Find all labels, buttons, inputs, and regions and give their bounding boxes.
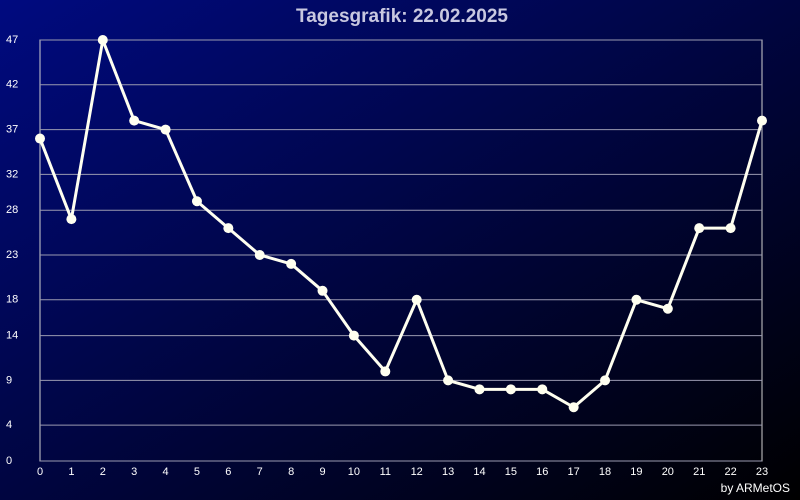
point — [380, 366, 391, 377]
x-tick-label: 16 — [536, 466, 548, 478]
x-tick-label: 11 — [380, 466, 391, 478]
x-tick-label: 5 — [194, 466, 200, 478]
x-tick-label: 21 — [693, 466, 705, 478]
point — [537, 384, 548, 395]
point — [348, 330, 359, 341]
x-tick-label: 6 — [225, 466, 231, 478]
point — [757, 115, 767, 126]
point — [568, 402, 579, 413]
x-tick-label: 7 — [257, 466, 263, 478]
y-tick-label: 23 — [6, 249, 18, 261]
point — [662, 303, 673, 314]
point — [129, 115, 140, 126]
x-tick-label: 22 — [724, 466, 736, 478]
point — [474, 384, 485, 395]
x-tick-label: 1 — [68, 466, 74, 478]
x-tick-label: 23 — [756, 466, 768, 478]
x-tick-label: 0 — [37, 466, 43, 478]
x-tick-label: 9 — [319, 466, 325, 478]
x-tick-label: 8 — [288, 466, 294, 478]
point — [97, 35, 108, 45]
point — [411, 294, 422, 305]
x-tick-label: 3 — [131, 466, 137, 478]
x-tick-label: 12 — [411, 466, 423, 478]
series-line — [38, 38, 764, 409]
y-tick-label: 47 — [6, 34, 18, 46]
y-tick-label: 32 — [6, 168, 18, 180]
y-tick-label: 37 — [6, 123, 18, 135]
x-tick-label: 19 — [630, 466, 642, 478]
x-tick-label: 13 — [442, 466, 454, 478]
point — [160, 124, 171, 135]
point — [631, 294, 642, 305]
point — [223, 223, 234, 234]
y-tick-label: 28 — [6, 204, 18, 216]
chart-title: Tagesgrafik: 22.02.2025 — [296, 6, 508, 27]
y-tick-label: 4 — [6, 419, 12, 431]
x-tick-label: 4 — [163, 466, 169, 478]
x-tick-label: 2 — [100, 466, 106, 478]
point — [35, 133, 45, 144]
point — [505, 384, 516, 395]
x-tick-label: 10 — [348, 466, 360, 478]
y-tick-label: 9 — [6, 374, 12, 386]
point — [694, 223, 705, 234]
x-tick-label: 14 — [473, 466, 485, 478]
x-tick-label: 15 — [505, 466, 517, 478]
point — [600, 375, 611, 386]
point — [317, 285, 328, 296]
y-tick-label: 0 — [6, 455, 12, 467]
y-tick-label: 18 — [6, 294, 18, 306]
point — [286, 258, 297, 269]
y-tick-label: 14 — [6, 330, 18, 342]
x-tick-label: 18 — [599, 466, 611, 478]
x-tick-label: 20 — [662, 466, 674, 478]
point — [191, 196, 202, 207]
point — [443, 375, 454, 386]
x-tick-label: 17 — [568, 466, 580, 478]
point — [725, 223, 736, 234]
point — [254, 249, 265, 260]
footer: by ARMetOS — [721, 481, 790, 495]
y-tick-label: 42 — [6, 79, 18, 91]
point — [66, 214, 77, 225]
